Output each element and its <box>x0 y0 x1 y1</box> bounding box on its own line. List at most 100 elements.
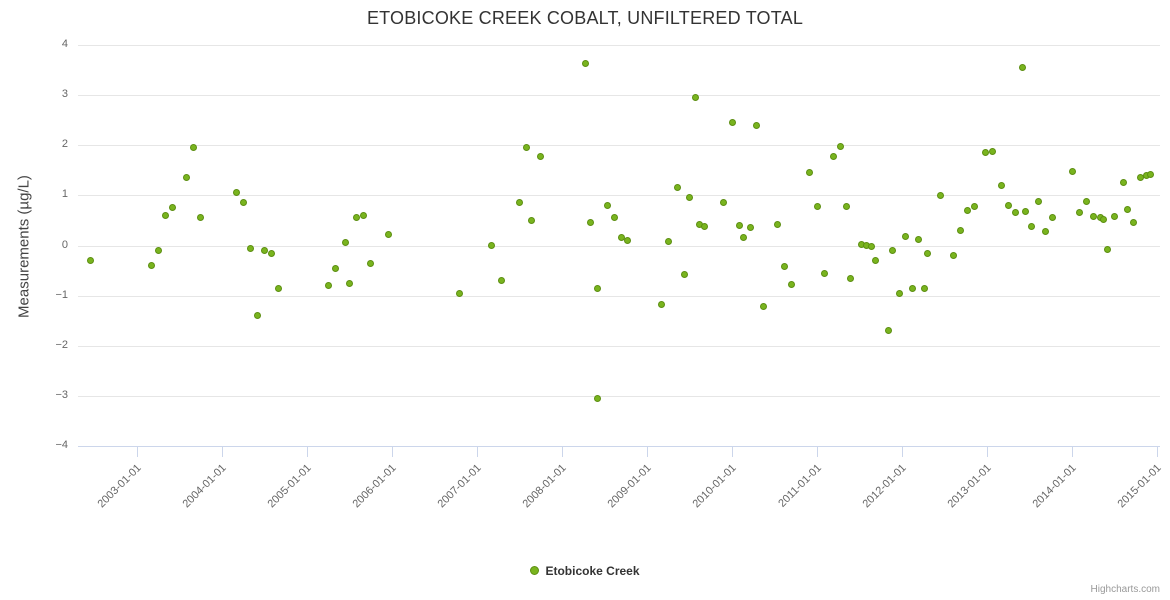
data-point[interactable] <box>813 202 821 210</box>
data-point[interactable] <box>1042 227 1050 235</box>
data-point[interactable] <box>1147 170 1155 178</box>
data-point[interactable] <box>261 247 268 254</box>
data-point[interactable] <box>1049 214 1057 222</box>
legend-item[interactable]: Etobicoke Creek <box>0 562 1170 580</box>
data-point[interactable] <box>664 237 672 245</box>
data-point[interactable] <box>719 199 727 207</box>
data-point[interactable] <box>1111 212 1118 220</box>
data-point[interactable] <box>604 201 612 209</box>
data-point[interactable] <box>624 236 632 244</box>
data-point[interactable] <box>820 269 828 277</box>
data-point[interactable] <box>740 234 747 242</box>
data-point[interactable] <box>997 181 1005 189</box>
data-point[interactable] <box>147 262 155 270</box>
data-point[interactable] <box>728 119 736 127</box>
data-point[interactable] <box>681 271 688 279</box>
data-point[interactable] <box>487 242 495 249</box>
data-point[interactable] <box>957 226 965 234</box>
data-point[interactable] <box>901 232 909 240</box>
data-point[interactable] <box>937 191 945 199</box>
data-point[interactable] <box>611 214 619 222</box>
data-point[interactable] <box>895 289 903 297</box>
data-point[interactable] <box>384 230 392 238</box>
data-point[interactable] <box>982 149 989 157</box>
data-point[interactable] <box>1068 167 1076 175</box>
data-point[interactable] <box>1089 212 1097 220</box>
data-point[interactable] <box>275 284 283 292</box>
data-point[interactable] <box>586 219 594 227</box>
data-point[interactable] <box>353 214 361 222</box>
data-point[interactable] <box>964 206 972 214</box>
data-point[interactable] <box>1022 207 1030 215</box>
data-point[interactable] <box>872 257 880 265</box>
data-point[interactable] <box>593 394 601 402</box>
data-point[interactable] <box>908 284 916 292</box>
data-point[interactable] <box>324 282 332 290</box>
data-point[interactable] <box>190 144 198 152</box>
data-point[interactable] <box>523 144 531 152</box>
data-point[interactable] <box>268 249 276 257</box>
data-point[interactable] <box>885 327 893 335</box>
credits-link[interactable]: Highcharts.com <box>1090 584 1160 595</box>
data-point[interactable] <box>1011 209 1019 217</box>
data-point[interactable] <box>673 184 681 192</box>
data-point[interactable] <box>1129 219 1137 227</box>
data-point[interactable] <box>1123 205 1131 213</box>
data-point[interactable] <box>527 216 535 224</box>
data-point[interactable] <box>753 121 760 129</box>
data-point[interactable] <box>1028 222 1036 230</box>
data-point[interactable] <box>829 152 837 160</box>
data-point[interactable] <box>686 194 693 202</box>
data-point[interactable] <box>774 220 782 228</box>
data-point[interactable] <box>836 143 844 151</box>
data-point[interactable] <box>760 303 768 311</box>
data-point[interactable] <box>781 263 789 271</box>
data-point[interactable] <box>593 284 601 292</box>
data-point[interactable] <box>691 94 699 102</box>
data-point[interactable] <box>581 60 589 68</box>
data-point[interactable] <box>87 257 95 265</box>
data-point[interactable] <box>246 244 254 252</box>
data-point[interactable] <box>168 204 176 212</box>
data-point[interactable] <box>154 247 162 254</box>
data-point[interactable] <box>842 202 850 210</box>
data-point[interactable] <box>1120 179 1128 187</box>
data-point[interactable] <box>1100 215 1108 223</box>
data-point[interactable] <box>367 259 375 267</box>
data-point[interactable] <box>950 252 958 260</box>
data-point[interactable] <box>888 247 896 254</box>
data-point[interactable] <box>360 211 368 219</box>
data-point[interactable] <box>920 284 928 292</box>
data-point[interactable] <box>232 189 240 197</box>
data-point[interactable] <box>331 264 339 272</box>
data-point[interactable] <box>847 274 855 282</box>
data-point[interactable] <box>747 224 755 232</box>
data-point[interactable] <box>239 199 247 207</box>
data-point[interactable] <box>971 202 979 210</box>
data-point[interactable] <box>253 312 261 320</box>
data-point[interactable] <box>498 277 505 285</box>
data-point[interactable] <box>1082 197 1090 205</box>
data-point[interactable] <box>701 222 709 230</box>
data-point[interactable] <box>788 281 796 289</box>
data-point[interactable] <box>537 152 545 160</box>
data-point[interactable] <box>1004 201 1012 209</box>
data-point[interactable] <box>657 301 665 309</box>
data-point[interactable] <box>516 199 523 207</box>
data-point[interactable] <box>924 249 932 257</box>
data-point[interactable] <box>346 279 353 287</box>
data-point[interactable] <box>197 214 205 222</box>
data-point[interactable] <box>735 221 743 229</box>
data-point[interactable] <box>1103 246 1111 253</box>
data-point[interactable] <box>806 169 814 177</box>
data-point[interactable] <box>1035 197 1043 205</box>
data-point[interactable] <box>342 239 350 247</box>
data-point[interactable] <box>1018 64 1026 72</box>
data-point[interactable] <box>183 174 191 182</box>
data-point[interactable] <box>455 289 463 297</box>
data-point[interactable] <box>161 211 169 219</box>
data-point[interactable] <box>1075 209 1083 217</box>
data-point[interactable] <box>914 235 922 243</box>
data-point[interactable] <box>989 147 997 155</box>
data-point[interactable] <box>867 243 875 250</box>
